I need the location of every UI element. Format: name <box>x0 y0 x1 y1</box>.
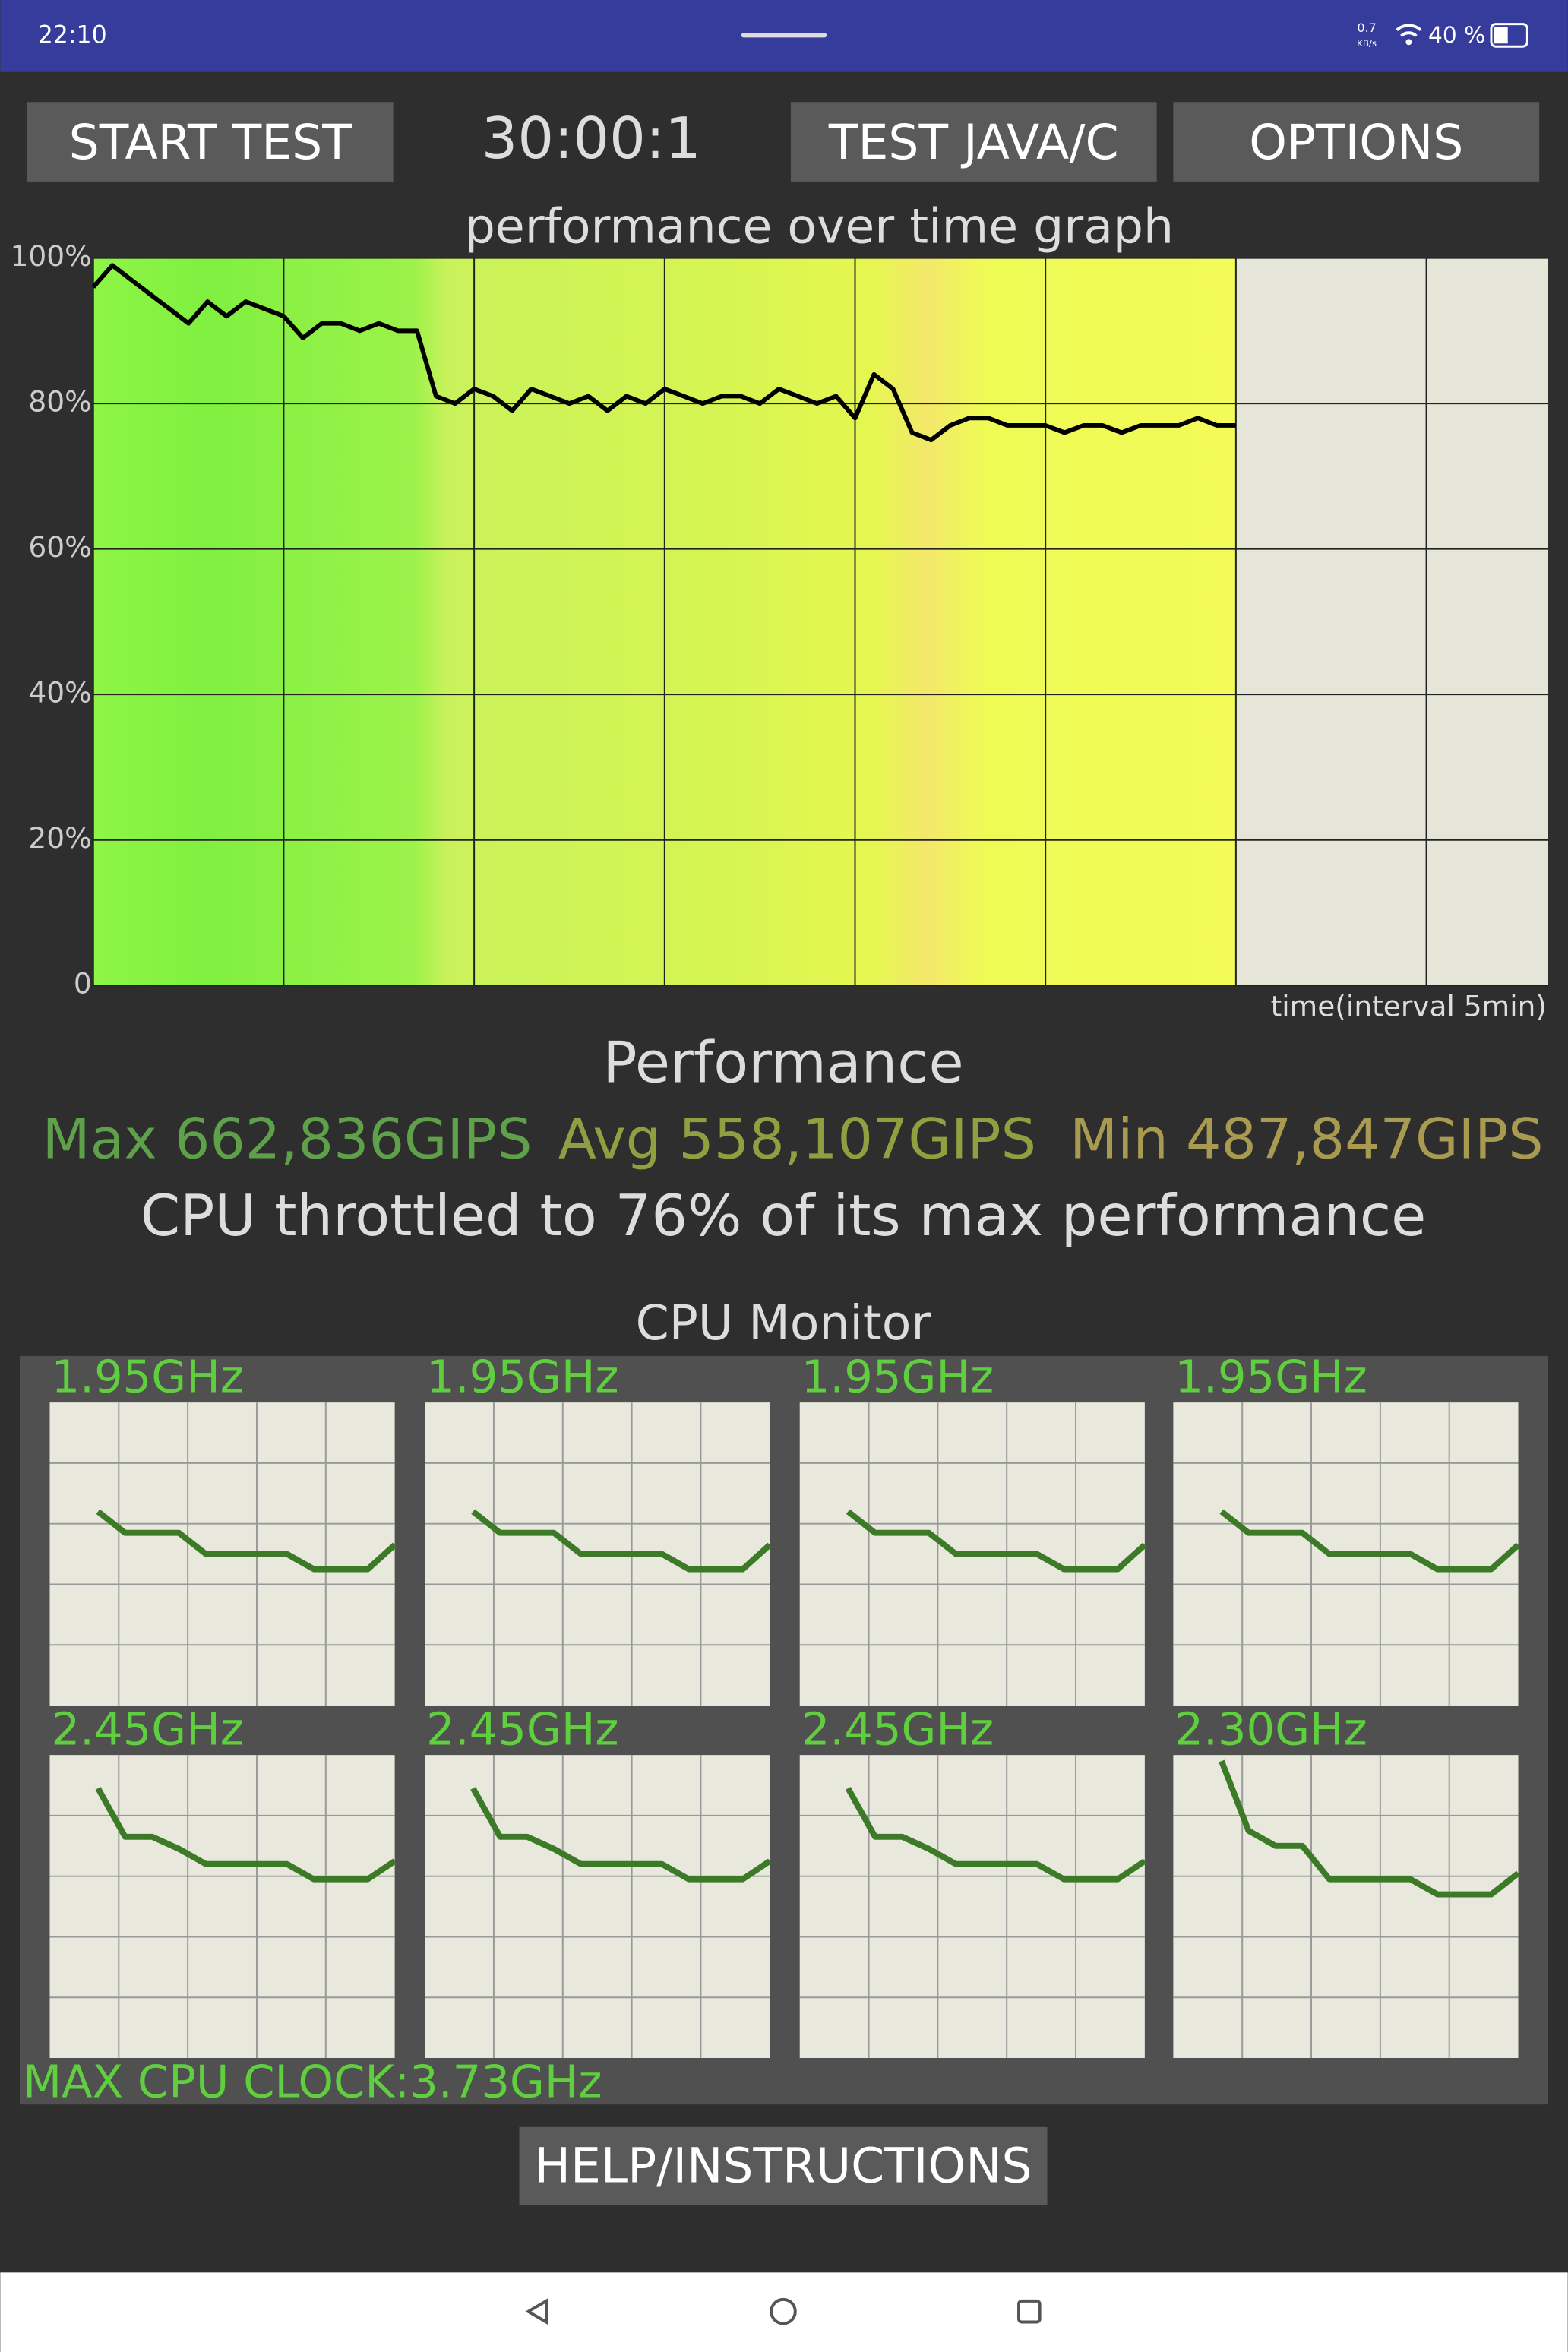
throttle-summary: CPU throttled to 76% of its max performa… <box>141 1182 1426 1249</box>
x-axis-label: time(interval 5min) <box>1271 989 1547 1023</box>
y-tick-label: 40% <box>28 676 91 710</box>
core-frequency-line <box>471 1509 772 1573</box>
core-chart-bg <box>1173 1755 1519 2058</box>
status-time: 22:10 <box>38 21 107 49</box>
options-button[interactable] <box>1173 102 1540 182</box>
core-frequency-line <box>846 1509 1147 1573</box>
core-frequency: 2.30GHz <box>1174 1703 1367 1756</box>
y-tick-label: 80% <box>28 385 91 419</box>
cpu-monitor-title: CPU Monitor <box>636 1295 931 1351</box>
core-frequency-line <box>95 1787 397 1883</box>
help-button[interactable] <box>519 2126 1048 2205</box>
y-tick-label: 0 <box>74 967 92 1001</box>
options-button-label[interactable]: OPTIONS <box>1249 114 1463 170</box>
core-frequency: 2.45GHz <box>426 1703 618 1756</box>
y-tick-label: 20% <box>28 821 91 855</box>
help-button-label[interactable]: HELP/INSTRUCTIONS <box>534 2138 1032 2194</box>
core-frequency: 1.95GHz <box>426 1351 618 1403</box>
core-frequency: 1.95GHz <box>801 1351 994 1403</box>
core-frequency-line <box>96 1509 397 1573</box>
wifi-dot <box>1405 39 1412 46</box>
core-frequency: 1.95GHz <box>51 1351 243 1403</box>
stat-avg: Avg 558,107GIPS <box>558 1108 1036 1172</box>
core-frequency: 2.45GHz <box>51 1703 243 1756</box>
y-tick-label: 100% <box>11 239 92 273</box>
wifi-icon <box>1396 24 1422 37</box>
battery-icon <box>1490 23 1528 48</box>
net-speed: 0.7 <box>1358 21 1377 35</box>
performance-line <box>91 263 1236 443</box>
stat-min: Min 487,847GIPS <box>1070 1108 1543 1172</box>
core-frequency: 2.45GHz <box>801 1703 994 1756</box>
net-unit: KB/s <box>1357 38 1377 49</box>
stats-title: Performance <box>602 1029 963 1095</box>
core-frequency-line <box>1219 1509 1521 1573</box>
nav-recent[interactable] <box>1017 2299 1042 2324</box>
nav-bar <box>0 2272 1568 2352</box>
drag-handle <box>741 33 827 38</box>
java-button[interactable] <box>790 102 1157 182</box>
nav-home[interactable] <box>770 2297 797 2325</box>
battery-text: 40 % <box>1428 22 1485 48</box>
core-frequency-line <box>470 1787 772 1883</box>
core-frequency-line <box>845 1787 1147 1883</box>
chart-title: performance over time graph <box>465 198 1174 254</box>
nav-back[interactable] <box>525 2298 548 2325</box>
core-frequency-line <box>1219 1759 1520 1898</box>
max-cpu-clock: MAX CPU CLOCK:3.73GHz <box>23 2056 602 2108</box>
start-button-label[interactable]: START TEST <box>69 114 352 170</box>
java-button-label[interactable]: TEST JAVA/C <box>828 114 1119 170</box>
battery-level <box>1494 27 1508 44</box>
stat-max: Max 662,836GIPS <box>43 1108 533 1172</box>
start-button[interactable] <box>27 102 394 182</box>
y-tick-label: 60% <box>28 530 91 564</box>
core-frequency: 1.95GHz <box>1174 1351 1367 1403</box>
timer: 30:00:1 <box>482 105 701 172</box>
